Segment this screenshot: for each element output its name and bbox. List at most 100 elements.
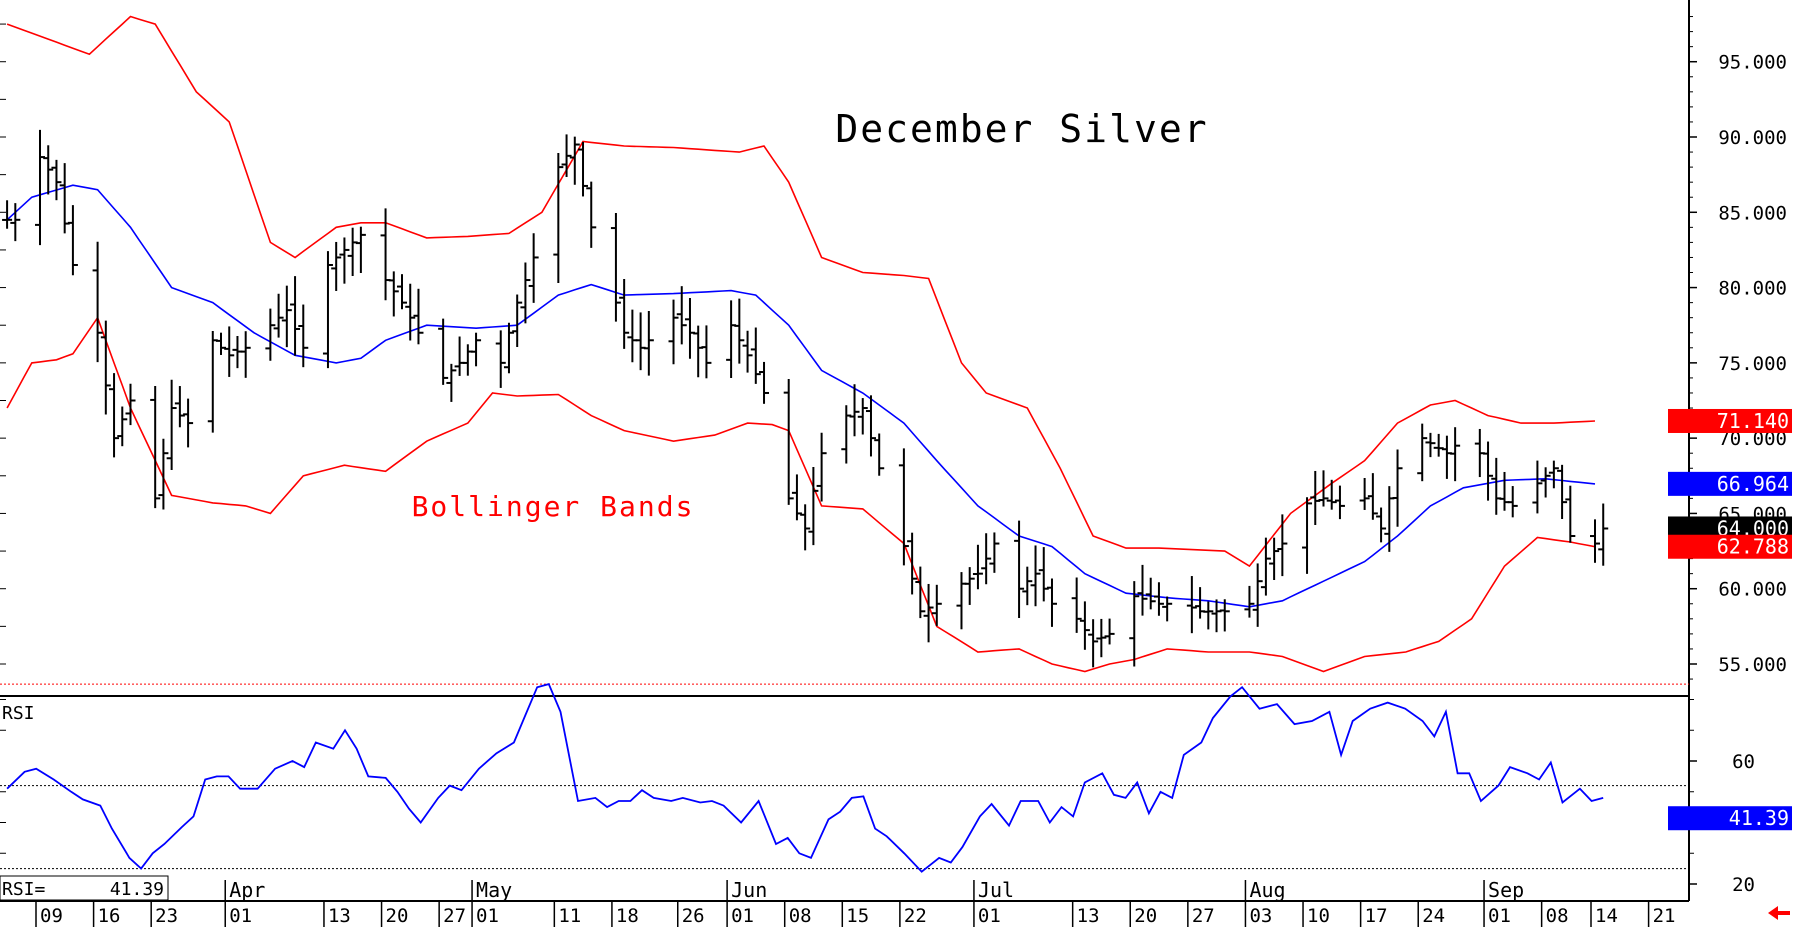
date-label: 01 xyxy=(229,905,252,927)
date-label: 11 xyxy=(558,905,581,927)
ohlc-bar xyxy=(1590,519,1600,563)
ohlc-bar xyxy=(742,330,753,373)
ohlc-bar xyxy=(1269,537,1280,581)
ohlc-bar xyxy=(446,363,457,402)
ohlc-bar xyxy=(1186,576,1197,634)
ohlc-bar xyxy=(1252,563,1263,627)
date-label: 14 xyxy=(1595,905,1618,927)
price-badge: 71.140 xyxy=(1668,408,1792,433)
ohlc-bar xyxy=(981,533,992,585)
ohlc-bar xyxy=(216,332,227,355)
ohlc-bar xyxy=(791,474,802,521)
rsi-series-line xyxy=(6,683,1604,873)
date-label: 27 xyxy=(1192,905,1215,927)
ohlc-bar xyxy=(158,438,169,510)
ohlc-bar xyxy=(1499,471,1510,511)
date-label: 20 xyxy=(386,905,409,927)
ohlc-bar xyxy=(1162,596,1173,622)
ohlc-bar xyxy=(503,322,514,374)
ohlc-bar xyxy=(1244,585,1255,618)
ohlc-bar xyxy=(528,233,539,303)
ohlc-bar xyxy=(931,584,942,626)
rsi-badge-value: 41.39 xyxy=(1729,806,1789,830)
ohlc-bar xyxy=(1417,423,1428,482)
ohlc-bar xyxy=(1565,485,1576,543)
ohlc-bar xyxy=(923,583,934,643)
ohlc-bar xyxy=(109,373,120,458)
date-label: 15 xyxy=(846,905,869,927)
rsi-axis-ticks: 60 20 xyxy=(0,699,1755,896)
ohlc-bar xyxy=(1326,479,1337,510)
date-label: 21 xyxy=(1653,905,1676,927)
price-badge-bg xyxy=(1668,408,1792,433)
ohlc-bar xyxy=(1195,587,1206,619)
ohlc-bar xyxy=(100,320,111,415)
ohlc-bar xyxy=(1022,566,1033,606)
ohlc-bar xyxy=(874,433,885,476)
ohlc-bar xyxy=(586,181,597,248)
ohlc-bar xyxy=(693,325,704,378)
ohlc-bar xyxy=(619,278,630,349)
ohlc-bar xyxy=(865,395,876,457)
date-label: 13 xyxy=(328,905,351,927)
ohlc-bar xyxy=(462,344,473,376)
ohlc-bar xyxy=(117,406,128,447)
ohlc-bar xyxy=(857,398,868,435)
date-label: 01 xyxy=(476,905,499,927)
rsi-readout-value: 41.39 xyxy=(110,879,164,900)
price-tick-label: 90.000 xyxy=(1718,127,1787,149)
price-badge-value: 71.140 xyxy=(1717,409,1789,433)
ohlc-bar xyxy=(898,448,909,566)
price-tick-label: 75.000 xyxy=(1718,353,1787,375)
ohlc-bar xyxy=(972,544,983,590)
ohlc-bar xyxy=(520,262,531,324)
ohlc-bar xyxy=(298,304,309,368)
ohlc-bar xyxy=(1219,599,1230,632)
price-badge-bg xyxy=(1668,471,1792,496)
bollinger-annotation: Bollinger Bands xyxy=(412,490,695,523)
ohlc-bar xyxy=(388,271,399,317)
ohlc-bar xyxy=(816,432,827,502)
ohlc-bar xyxy=(92,241,103,363)
ohlc-bar xyxy=(1557,464,1568,520)
ohlc-bar xyxy=(1046,578,1057,627)
price-tick-label: 95.000 xyxy=(1718,52,1787,74)
ohlc-bar xyxy=(1367,473,1378,520)
price-badge: 62.788 xyxy=(1668,534,1792,559)
price-tick-label: 85.000 xyxy=(1718,202,1787,224)
scroll-left-arrow-icon[interactable] xyxy=(1768,906,1790,920)
ohlc-bar xyxy=(964,567,975,605)
ohlc-bar xyxy=(1203,601,1214,630)
ohlc-bar xyxy=(627,309,638,363)
ohlc-bar xyxy=(1425,432,1436,458)
rsi-tick-label: 60 xyxy=(1732,751,1755,773)
ohlc-bar xyxy=(643,310,654,376)
ohlc-bars xyxy=(2,129,1609,668)
ohlc-bar xyxy=(1277,514,1288,577)
rsi-panel: 60 20 RSI RSI= 41.39 41.39 xyxy=(0,683,1792,901)
ohlc-bar xyxy=(1318,470,1329,507)
price-panel: 95.00090.00085.00080.00075.00070.00065.0… xyxy=(0,0,1792,901)
date-label: 18 xyxy=(616,905,639,927)
ohlc-bar xyxy=(676,286,687,345)
ohlc-bar xyxy=(635,312,646,371)
ohlc-bar xyxy=(273,293,284,338)
ohlc-bar xyxy=(1145,577,1156,610)
ohlc-bar xyxy=(1483,441,1494,501)
ohlc-bar xyxy=(471,332,482,367)
rsi-reference-lines xyxy=(0,683,1689,870)
ohlc-bar xyxy=(224,326,235,377)
date-label: 23 xyxy=(155,905,178,927)
date-label: 24 xyxy=(1422,905,1445,927)
ohlc-bar xyxy=(67,205,78,276)
date-label: 16 xyxy=(98,905,121,927)
ohlc-bar xyxy=(1260,537,1271,596)
ohlc-bar xyxy=(907,532,918,595)
date-label: 20 xyxy=(1134,905,1157,927)
ohlc-bar xyxy=(553,152,564,284)
rsi-badge-bg xyxy=(1668,806,1792,831)
ohlc-bar xyxy=(569,136,580,185)
ohlc-bar xyxy=(183,398,194,448)
ohlc-bar xyxy=(1376,507,1387,543)
month-label: Jun xyxy=(731,878,767,902)
